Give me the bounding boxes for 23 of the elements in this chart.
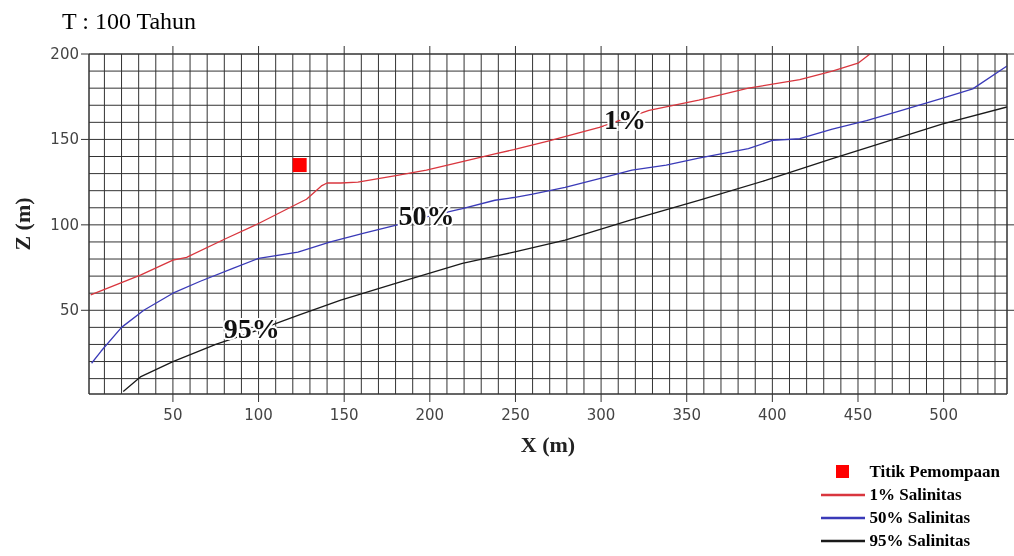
x-tick-label: 100 xyxy=(244,406,273,424)
x-tick-label: 200 xyxy=(415,406,445,424)
legend-label: 50% Salinitas xyxy=(869,507,971,528)
x-tick-label: 250 xyxy=(501,406,530,424)
x-tick-label: 300 xyxy=(586,406,616,424)
line-series xyxy=(122,106,1007,393)
x-tick-label: 400 xyxy=(758,406,787,424)
y-tick-label: 200 xyxy=(50,45,79,63)
x-tick-label: 150 xyxy=(329,406,359,424)
y-axis-title: Z (m) xyxy=(9,197,35,251)
x-tick-label: 500 xyxy=(929,406,958,424)
y-tick-label: 50 xyxy=(59,301,79,320)
x-tick-label: 350 xyxy=(672,406,702,424)
line-series xyxy=(90,54,871,296)
y-tick-label: 100 xyxy=(50,215,79,234)
chart-title: T : 100 Tahun xyxy=(62,8,197,35)
legend-label: 1% Salinitas xyxy=(869,484,962,505)
x-tick-label: 50 xyxy=(163,406,183,424)
y-tick-label: 150 xyxy=(50,130,79,149)
x-tick-label: 450 xyxy=(843,406,873,424)
legend-label: Titik Pemompaan xyxy=(869,461,1000,482)
x-axis-title: X (m) xyxy=(520,432,576,457)
legend-label: 95% Salinitas xyxy=(869,530,971,551)
